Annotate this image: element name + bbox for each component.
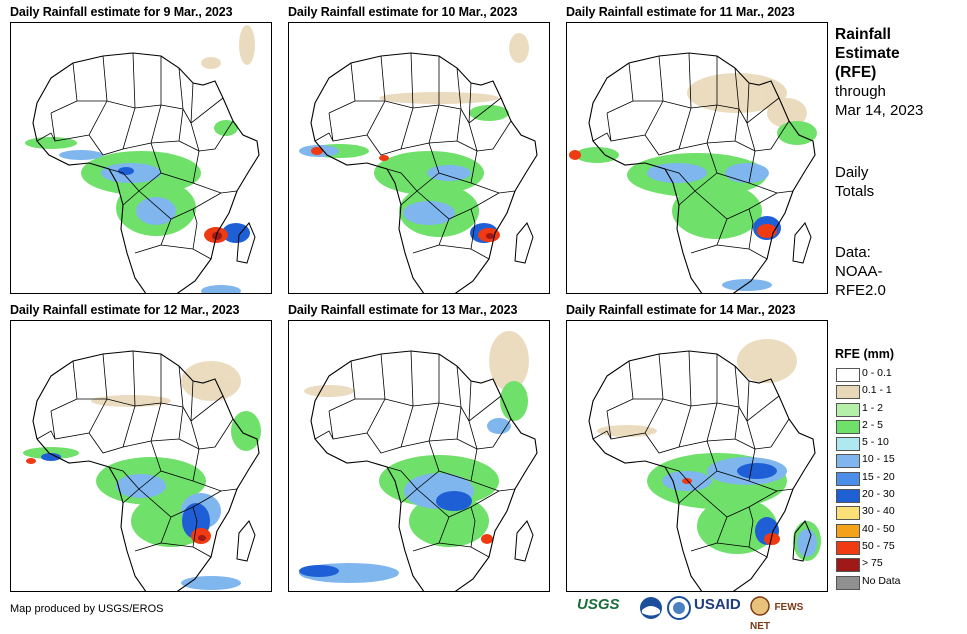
panel-title: Daily Rainfall estimate for 10 Mar., 202…	[288, 5, 518, 19]
totals-line: Totals	[835, 183, 875, 200]
legend-label: 40 - 50	[862, 522, 895, 535]
usgs-logo-text: USGS	[577, 596, 620, 613]
panel-title: Daily Rainfall estimate for 9 Mar., 2023	[10, 5, 233, 19]
legend-swatch	[836, 437, 860, 452]
legend-label: > 75	[862, 557, 883, 570]
legend-swatch	[836, 540, 860, 555]
legend-swatch	[836, 506, 860, 521]
credit-text: Map produced by USGS/EROS	[10, 603, 164, 615]
legend-label: No Data	[862, 574, 901, 587]
totals-line: Daily	[835, 164, 869, 181]
usaid-logo-text: USAID	[694, 596, 741, 613]
legend-label: 15 - 20	[862, 470, 895, 483]
panel-title: Daily Rainfall estimate for 13 Mar., 202…	[288, 303, 518, 317]
rainfall-map	[10, 320, 272, 592]
rainfall-map	[10, 22, 272, 294]
legend-label: 2 - 5	[862, 418, 884, 431]
legend-label: 30 - 40	[862, 505, 895, 518]
legend-swatch	[836, 471, 860, 486]
legend-swatch	[836, 489, 860, 504]
data-line: Data:	[835, 244, 871, 261]
usaid-logo: USAID	[694, 596, 750, 622]
rainfall-map	[288, 22, 550, 294]
totals-label: Daily Totals	[835, 163, 874, 201]
rainfall-map	[288, 320, 550, 592]
legend-swatch	[836, 575, 860, 590]
title-line: (RFE)	[835, 64, 877, 81]
map-title: Rainfall Estimate (RFE) through Mar 14, …	[835, 25, 923, 120]
usgs-logo: USGS	[577, 596, 637, 622]
fews-net-logo: FEWS NET	[750, 596, 824, 632]
legend-swatch	[836, 385, 860, 400]
legend-swatch	[836, 402, 860, 417]
legend-label: 1 - 2	[862, 401, 884, 414]
noaa-logo	[639, 596, 663, 622]
rainfall-map	[566, 22, 828, 294]
rainfall-map	[566, 320, 828, 592]
legend-swatch	[836, 368, 860, 382]
through-text: through	[835, 83, 886, 100]
legend-title: RFE (mm)	[835, 347, 895, 361]
legend-swatch	[836, 558, 860, 573]
legend-label: 10 - 15	[862, 453, 895, 466]
title-line: Rainfall	[835, 26, 891, 43]
legend-label: 0.1 - 1	[862, 384, 892, 397]
data-line: RFE2.0	[835, 282, 886, 299]
legend-label: 5 - 10	[862, 436, 889, 449]
panel-title: Daily Rainfall estimate for 12 Mar., 202…	[10, 303, 240, 317]
legend-swatch	[836, 523, 860, 538]
seal-logo	[667, 596, 691, 622]
title-line: Estimate	[835, 45, 900, 62]
legend-swatch	[836, 419, 860, 434]
panel-title: Daily Rainfall estimate for 11 Mar., 202…	[566, 5, 795, 19]
legend-swatch	[836, 454, 860, 469]
data-source: Data: NOAA- RFE2.0	[835, 243, 886, 300]
data-line: NOAA-	[835, 263, 883, 280]
legend-label: 0 - 0.1	[862, 367, 892, 379]
legend-label: 20 - 30	[862, 488, 895, 501]
legend-label: 50 - 75	[862, 539, 895, 552]
logos: USGS USAID FEWS NET	[577, 596, 827, 632]
panel-title: Daily Rainfall estimate for 14 Mar., 202…	[566, 303, 796, 317]
through-date: Mar 14, 2023	[835, 102, 924, 119]
